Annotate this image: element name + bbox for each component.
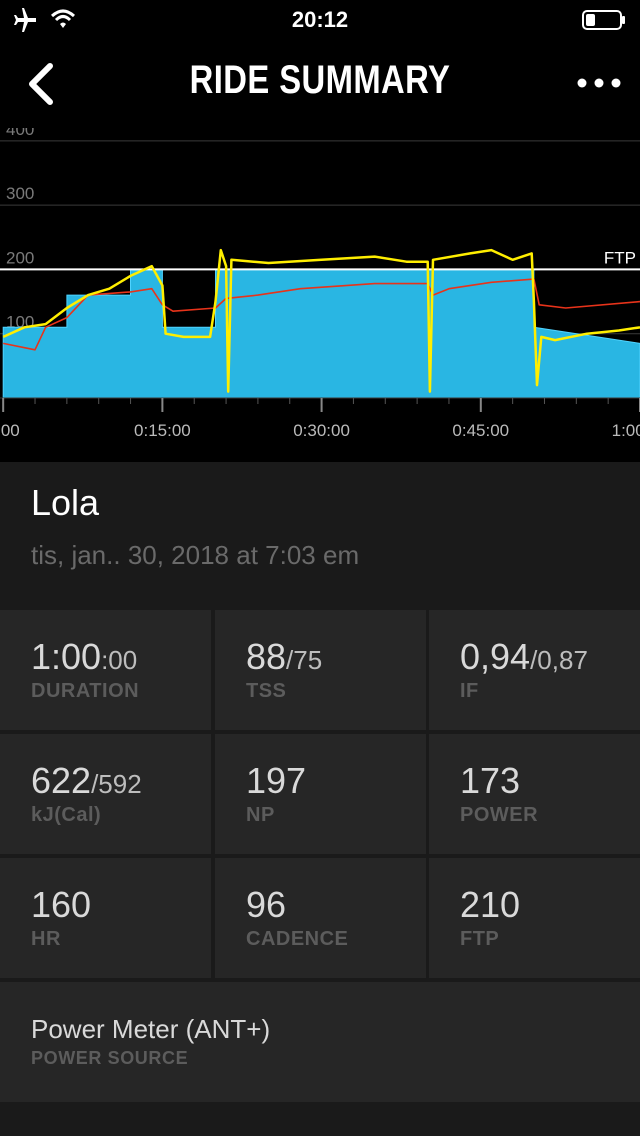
power-source-row[interactable]: Power Meter (ANT+) POWER SOURCE bbox=[0, 982, 640, 1102]
power-source-value: Power Meter (ANT+) bbox=[31, 1014, 271, 1044]
stat-label: HR bbox=[31, 928, 61, 950]
x-tick-label: 0:00 bbox=[0, 421, 20, 440]
ride-date: tis, jan.. 30, 2018 at 7:03 em bbox=[31, 540, 360, 570]
stat-label: DURATION bbox=[31, 680, 140, 702]
ride-name: Lola bbox=[31, 482, 100, 523]
stat-label: IF bbox=[460, 680, 479, 702]
stat-if: 0,94/0,87 IF bbox=[429, 610, 640, 730]
stat-value: 0,94/0,87 bbox=[460, 636, 588, 677]
y-tick-label: 400 bbox=[6, 128, 34, 139]
stat-value: 197 bbox=[246, 760, 307, 801]
page-title: RIDE SUMMARY bbox=[189, 58, 451, 102]
y-tick-label: 300 bbox=[6, 184, 34, 203]
stat-value: 96 bbox=[246, 884, 287, 925]
stat-value: 622/592 bbox=[31, 760, 142, 801]
ride-power-chart[interactable]: 100200300400FTP0:000:15:000:30:000:45:00… bbox=[0, 128, 640, 462]
series-heart-rate-line bbox=[3, 278, 640, 351]
more-options-icon[interactable] bbox=[576, 70, 622, 96]
chart-svg: 100200300400FTP0:000:15:000:30:000:45:00… bbox=[0, 128, 640, 440]
stat-label: kJ(Cal) bbox=[31, 804, 102, 826]
battery-icon bbox=[582, 10, 625, 30]
stat-duration: 1:00:00 DURATION bbox=[0, 610, 211, 730]
airplane-mode-icon bbox=[14, 8, 36, 32]
stat-tss: 88/75 TSS bbox=[215, 610, 426, 730]
series-target-power-area bbox=[2, 268, 640, 399]
ftp-label: FTP bbox=[604, 248, 636, 267]
back-chevron-icon[interactable] bbox=[22, 62, 62, 106]
series-power-line bbox=[2, 248, 640, 393]
x-tick-label: 0:45:00 bbox=[452, 421, 509, 440]
status-time: 20:12 bbox=[291, 7, 349, 32]
stat-value: 1:00:00 bbox=[31, 636, 138, 677]
stat-hr: 160 HR bbox=[0, 858, 211, 978]
stat-power: 173 POWER bbox=[429, 734, 640, 854]
nav-bar: RIDE SUMMARY bbox=[0, 40, 640, 128]
stat-value: 160 bbox=[31, 884, 92, 925]
power-source-label: POWER SOURCE bbox=[31, 1048, 189, 1068]
stat-cadence: 96 CADENCE bbox=[215, 858, 426, 978]
stat-value: 173 bbox=[460, 760, 521, 801]
ride-info: Lola tis, jan.. 30, 2018 at 7:03 em bbox=[0, 462, 640, 610]
wifi-icon bbox=[50, 9, 76, 28]
status-bar: 20:12 bbox=[0, 0, 640, 40]
stat-label: FTP bbox=[460, 928, 500, 950]
x-tick-label: 1:00:00 bbox=[612, 421, 640, 440]
stat-ftp: 210 FTP bbox=[429, 858, 640, 978]
stat-value: 88/75 bbox=[246, 636, 323, 677]
stat-label: POWER bbox=[460, 804, 539, 826]
stat-label: NP bbox=[246, 804, 275, 826]
x-tick-label: 0:30:00 bbox=[293, 421, 350, 440]
stat-np: 197 NP bbox=[215, 734, 426, 854]
x-tick-label: 0:15:00 bbox=[134, 421, 191, 440]
y-tick-label: 200 bbox=[6, 248, 34, 267]
stat-value: 210 bbox=[460, 884, 521, 925]
stat-kj: 622/592 kJ(Cal) bbox=[0, 734, 211, 854]
stat-label: TSS bbox=[246, 680, 287, 702]
stat-label: CADENCE bbox=[246, 928, 349, 950]
